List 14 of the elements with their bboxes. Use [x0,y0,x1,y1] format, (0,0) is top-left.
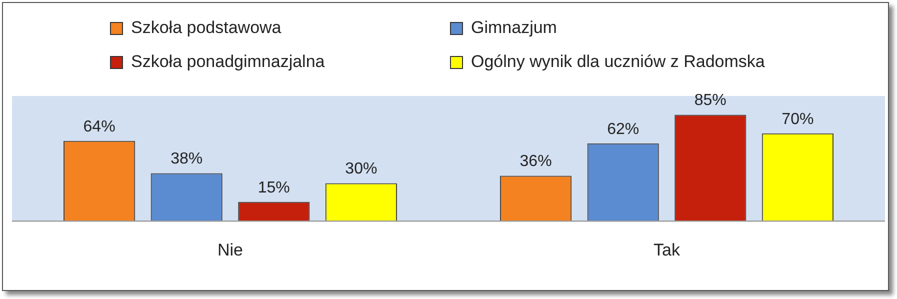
data-label: 36% [520,153,552,170]
legend-label: Szkoła ponadgimnazjalna [131,52,325,72]
data-label: 30% [345,160,378,178]
legend-label: Szkoła podstawowa [131,18,282,38]
data-label: 62% [607,120,640,138]
data-label: 70% [782,110,814,128]
data-label: 38% [170,150,203,168]
legend-label: Gimnazjum [471,18,557,38]
data-label: 64% [83,118,116,136]
legend-label: Ogólny wynik dla uczniów z Radomska [471,52,765,72]
x-tick-label: Nie [217,240,244,260]
data-label: 85% [694,92,726,110]
x-tick-label: Tak [654,240,680,260]
data-label: 15% [258,179,290,196]
